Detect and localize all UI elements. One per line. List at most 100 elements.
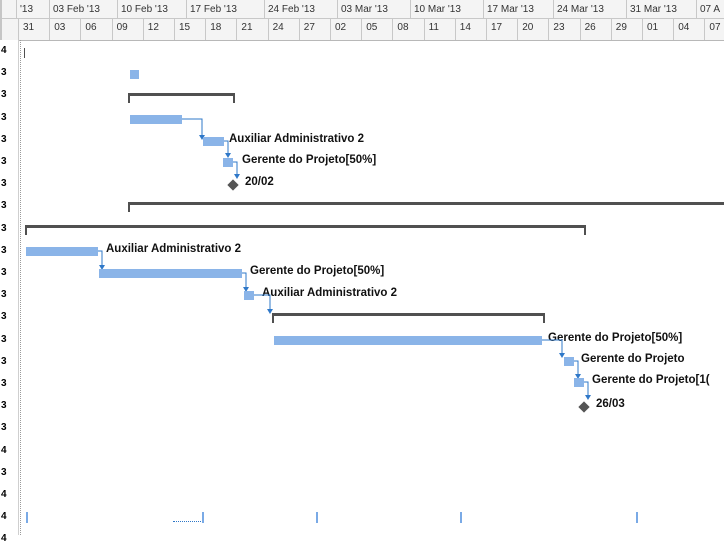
resource-label: Gerente do Projeto[50%]	[242, 154, 377, 166]
timescale-week-label: 17 Mar '13	[487, 4, 534, 15]
row-marker: 3	[1, 355, 7, 367]
timescale-week-label: 31 Mar '13	[630, 4, 677, 15]
day-separator	[361, 19, 363, 40]
day-separator	[454, 19, 456, 40]
task-bar[interactable]	[564, 357, 574, 366]
timescale-week-label: 10 Feb '13	[121, 4, 168, 15]
resource-label: Auxiliar Administrativo 2	[262, 287, 398, 299]
week-separator	[49, 0, 50, 18]
resource-label: Auxiliar Administrativo 2	[106, 243, 242, 255]
task-bar[interactable]	[274, 336, 542, 345]
baseline-tick	[636, 512, 638, 523]
task-connector	[242, 272, 249, 292]
day-separator	[579, 19, 581, 40]
timescale-day-label: 07	[709, 22, 721, 33]
timescale-week-label: 03 Feb '13	[53, 4, 100, 15]
task-bar[interactable]	[26, 247, 98, 256]
row-marker: 3	[1, 400, 7, 412]
timescale-day-label: 03	[54, 22, 66, 33]
week-separator	[626, 0, 627, 18]
day-separator	[205, 19, 207, 40]
timescale-week-label: 10 Mar '13	[414, 4, 461, 15]
timescale-day-label: 12	[147, 22, 159, 33]
resource-label: Gerente do Projeto[50%]	[548, 332, 683, 344]
timescale-day-label: 06	[85, 22, 97, 33]
row-marker: 3	[1, 89, 7, 101]
timescale-day-label: 11	[428, 22, 439, 33]
timescale-day-label: 09	[116, 22, 128, 33]
timescale-day-label: 08	[397, 22, 409, 33]
timescale-week-label: 07 A	[700, 4, 721, 15]
day-separator	[174, 19, 175, 40]
baseline-tick	[316, 512, 318, 523]
timescale-divider	[0, 18, 724, 19]
timescale-week-label: 17 Feb '13	[190, 4, 237, 15]
summary-bar[interactable]	[128, 93, 235, 103]
timescale-week-label: '13	[20, 4, 34, 15]
week-separator	[696, 0, 697, 18]
summary-bar[interactable]	[25, 225, 586, 235]
baseline-dots	[173, 521, 201, 522]
day-separator	[49, 19, 51, 40]
timescale-week-label: 24 Feb '13	[268, 4, 315, 15]
row-marker: 3	[1, 422, 7, 434]
row-marker: 4	[1, 45, 7, 56]
timescale-week-label: 24 Mar '13	[557, 4, 604, 15]
task-bar[interactable]	[244, 291, 254, 300]
timescale-day-label: 20	[522, 22, 534, 33]
timescale-day-label: 04	[678, 22, 690, 33]
resource-label: Gerente do Projeto	[581, 353, 685, 365]
timescale-day-label: 26	[584, 22, 596, 33]
task-bar[interactable]	[130, 70, 139, 79]
row-marker: 3	[1, 244, 7, 256]
row-marker: 3	[1, 267, 7, 278]
timescale-day-label: 21	[241, 22, 253, 33]
milestone-date: 20/02	[245, 176, 274, 188]
task-connector	[542, 339, 565, 358]
task-bar[interactable]	[203, 137, 224, 146]
row-marker: 3	[1, 133, 7, 145]
task-connector	[574, 360, 581, 379]
summary-bar[interactable]	[128, 202, 724, 212]
day-separator	[80, 19, 82, 40]
row-marker: 3	[1, 311, 7, 323]
summary-bar[interactable]	[272, 313, 545, 323]
day-separator	[548, 19, 550, 40]
week-separator	[264, 0, 265, 18]
task-connector	[182, 118, 205, 140]
day-separator	[330, 19, 331, 40]
timescale-day-label: 17	[491, 22, 503, 33]
day-separator	[111, 19, 113, 40]
day-separator	[642, 19, 643, 40]
timescale-day-label: 14	[459, 22, 471, 33]
day-separator	[486, 19, 487, 40]
day-separator	[298, 19, 300, 40]
row-marker: 3	[1, 333, 7, 345]
task-bar[interactable]	[574, 378, 584, 387]
task-bar[interactable]	[223, 158, 233, 167]
task-bar[interactable]	[99, 269, 242, 278]
timescale-day-label: 05	[366, 22, 378, 33]
row-id-gutter	[0, 40, 19, 535]
task-connector	[98, 250, 105, 270]
week-separator	[483, 0, 484, 18]
day-separator	[18, 19, 19, 40]
baseline-tick	[26, 512, 28, 523]
timescale-day-label: 01	[647, 22, 659, 33]
day-separator	[610, 19, 612, 40]
week-separator	[16, 0, 17, 18]
task-connector	[254, 294, 273, 314]
week-separator	[553, 0, 554, 18]
task-connector	[584, 381, 591, 400]
task-bar[interactable]	[130, 115, 182, 124]
day-separator	[517, 19, 519, 40]
row-marker: 3	[1, 466, 7, 478]
row-marker: 3	[1, 378, 7, 389]
row-marker: 4	[1, 511, 7, 523]
timescale-day-label: 02	[335, 22, 347, 33]
week-separator	[186, 0, 187, 18]
row-marker: 3	[1, 178, 7, 190]
day-separator	[423, 19, 425, 40]
week-separator	[117, 0, 118, 18]
